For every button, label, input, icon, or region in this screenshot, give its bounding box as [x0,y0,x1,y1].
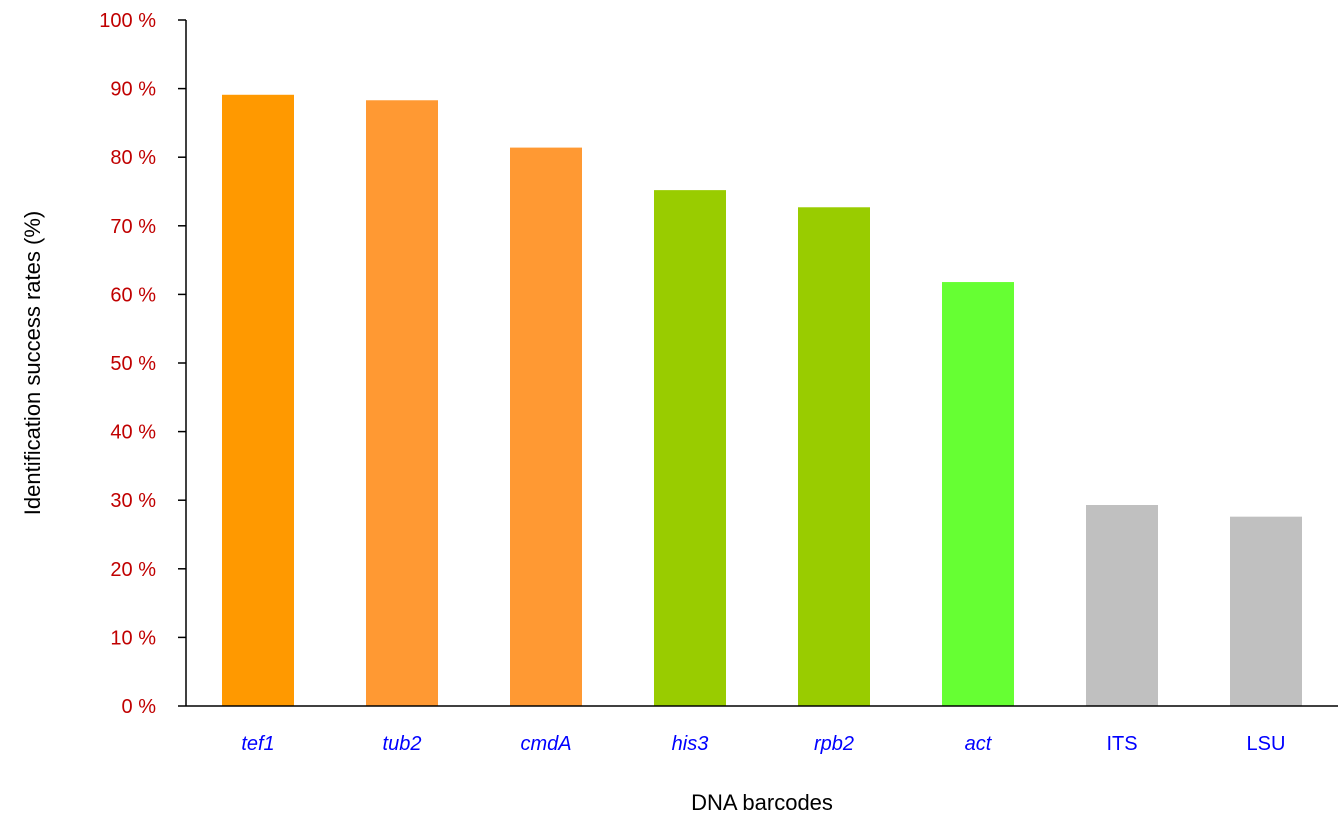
y-axis-ticks: 0 % 10 % 20 % 30 % 40 % 50 % 60 % 70 % 80 % 90 % 1… [99,10,186,718]
y-axis-title: Identification success rates (%) [20,211,45,515]
x-category-label: tef1 [241,733,274,755]
y-tick-label: 50 % [110,353,156,375]
y-tick-label: 40 % [110,422,156,444]
x-category-label: rpb2 [814,733,854,755]
x-category-label: act [965,733,993,755]
bar-cmda [510,147,582,706]
bar-his3 [654,190,726,707]
bar-tub2 [366,100,438,706]
x-category-label: cmdA [520,733,571,755]
x-axis-title: DNA barcodes [691,790,833,815]
y-tick-label: 10 % [110,627,156,649]
y-tick-label: 70 % [110,216,156,238]
y-tick-label: 30 % [110,490,156,512]
bars-layer [222,94,1302,707]
bar-rpb2 [798,207,870,706]
y-tick-label: 0 % [122,696,157,718]
y-tick-label: 20 % [110,559,156,581]
bar-tef1 [222,94,294,707]
bar-its [1086,505,1158,706]
y-tick-label: 100 % [99,10,156,32]
x-category-label: tub2 [383,733,422,755]
y-tick-label: 90 % [110,79,156,101]
x-axis-category-labels: tef1 tub2 cmdA his3 rpb2 act ITS LSU [241,733,1285,755]
x-category-label: his3 [672,733,709,755]
bar-act [942,282,1014,706]
y-tick-label: 80 % [110,147,156,169]
x-category-label: ITS [1106,733,1137,755]
y-tick-label: 60 % [110,284,156,306]
x-category-label: LSU [1247,733,1286,755]
bar-lsu [1230,516,1302,706]
